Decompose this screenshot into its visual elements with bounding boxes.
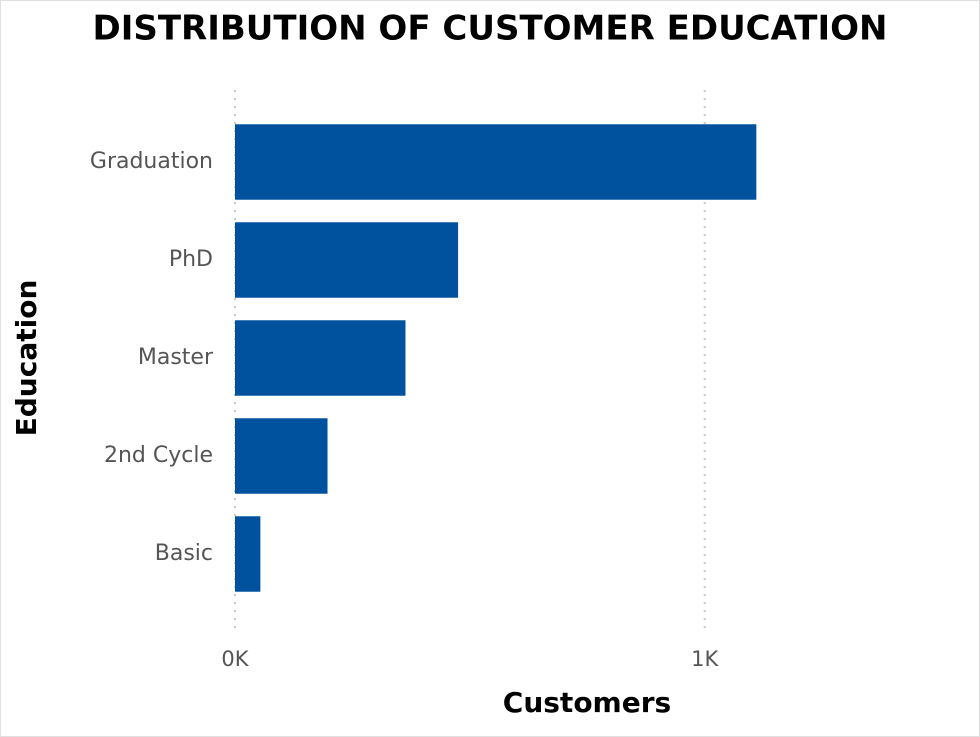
y-tick-label: 2nd Cycle [104,443,213,468]
bar [235,516,261,592]
y-tick-label: Graduation [90,149,213,174]
bar [235,320,406,396]
y-tick-label: Master [138,345,214,370]
bar [235,418,328,494]
bar [235,124,757,200]
x-tick-label: 0K [221,647,249,671]
chart-title: DISTRIBUTION OF CUSTOMER EDUCATION [92,9,887,49]
x-axis-label: Customers [503,686,671,719]
x-tick-label: 1K [691,647,719,671]
y-tick-label: Basic [155,541,213,566]
bar [235,222,459,298]
y-axis-label: Education [10,280,43,437]
y-tick-label: PhD [169,247,213,272]
